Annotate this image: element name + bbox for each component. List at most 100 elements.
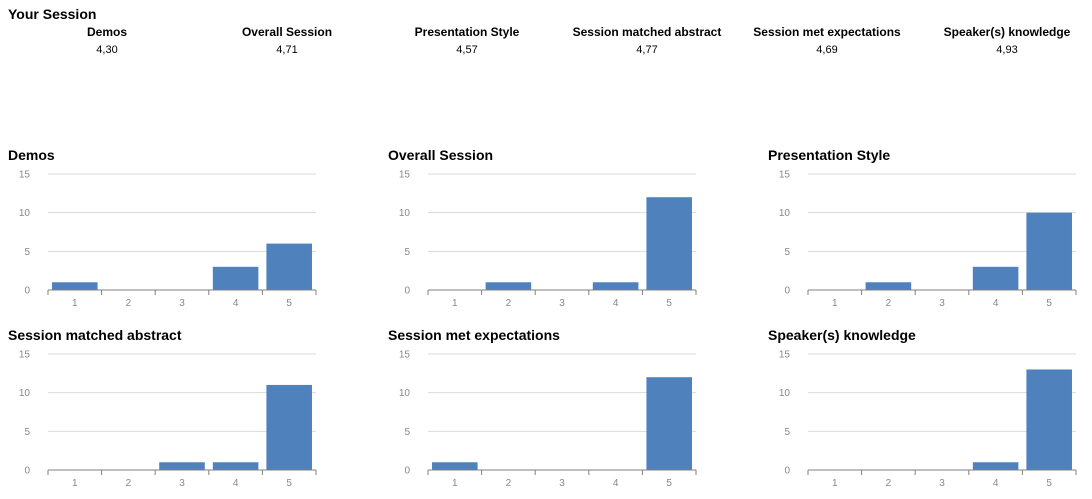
- y-tick-label: 0: [404, 466, 410, 477]
- chart-title: Overall Session: [388, 147, 494, 163]
- x-tick-label: 1: [72, 478, 78, 489]
- x-tick-label: 5: [286, 478, 292, 489]
- x-tick-label: 1: [832, 298, 838, 309]
- metric-name: Speaker(s) knowledge: [943, 25, 1071, 39]
- x-tick-label: 2: [886, 478, 892, 489]
- metric-speakers-knowledge: Speaker(s) knowledge 4,93: [944, 24, 1071, 58]
- bar-5: [646, 197, 692, 290]
- y-tick-label: 10: [19, 388, 31, 399]
- y-tick-label: 15: [19, 170, 31, 181]
- chart-session-met-expectations-svg: 0 5 10 15 1 2 3 4 5: [399, 350, 697, 489]
- x-tick-label: 1: [72, 298, 78, 309]
- metric-value: 4,30: [96, 44, 118, 56]
- y-tick-label: 0: [784, 466, 790, 477]
- metric-overall-session: Overall Session 4,71: [242, 24, 332, 58]
- x-tick-label: 4: [613, 298, 619, 309]
- bar-1: [432, 462, 478, 470]
- metric-value: 4,71: [276, 44, 298, 56]
- y-tick-label: 10: [779, 388, 791, 399]
- chart-title: Session matched abstract: [8, 327, 182, 343]
- y-tick-label: 10: [399, 388, 411, 399]
- chart-presentation-style: Presentation Style 0 5 10 15 1 2 3 4 5: [768, 147, 1084, 319]
- chart-presentation-style-svg: 0 5 10 15 1 2 3 4 5: [779, 170, 1077, 309]
- x-tick-label: 5: [286, 298, 292, 309]
- x-tick-label: 4: [993, 478, 999, 489]
- x-tick-label: 5: [666, 478, 672, 489]
- bar-5: [1026, 369, 1072, 470]
- chart-demos-svg: 0 5 10 15 1 2 3 4 5: [19, 170, 317, 309]
- chart-title: Session met expectations: [388, 327, 560, 343]
- x-tick-label: 5: [666, 298, 672, 309]
- chart-overall-session: Overall Session 0 5 10 15 1 2 3 4 5: [388, 147, 704, 319]
- x-tick-label: 3: [559, 478, 565, 489]
- x-tick-label: 3: [939, 478, 945, 489]
- metric-presentation-style: Presentation Style 4,57: [415, 24, 520, 58]
- x-tick-label: 3: [179, 298, 185, 309]
- y-tick-label: 10: [19, 208, 31, 219]
- x-tick-label: 4: [613, 478, 619, 489]
- bar-5: [646, 377, 692, 470]
- y-tick-label: 5: [784, 427, 790, 438]
- x-tick-label: 2: [126, 298, 132, 309]
- summary-title: Your Session: [8, 6, 97, 22]
- chart-demos: Demos 0 5 10 15 1 2 3 4 5: [8, 147, 324, 319]
- x-tick-label: 2: [886, 298, 892, 309]
- y-tick-label: 5: [24, 427, 30, 438]
- bar-4: [592, 282, 639, 290]
- bar-2: [865, 282, 912, 290]
- y-tick-label: 5: [24, 247, 30, 258]
- chart-session-matched-abstract: Session matched abstract 0 5 10 15 1 2 3 4 5: [8, 327, 324, 499]
- bar-2: [485, 282, 532, 290]
- x-tick-label: 3: [179, 478, 185, 489]
- bar-3: [159, 462, 205, 470]
- y-tick-label: 5: [784, 247, 790, 258]
- x-tick-label: 4: [233, 298, 239, 309]
- x-tick-label: 2: [506, 298, 512, 309]
- metric-value: 4,93: [996, 44, 1018, 56]
- bar-5: [1026, 212, 1072, 290]
- x-tick-label: 1: [452, 478, 458, 489]
- x-tick-label: 1: [452, 298, 458, 309]
- chart-title: Presentation Style: [768, 147, 891, 163]
- metric-value: 4,57: [456, 44, 478, 56]
- metric-name: Overall Session: [241, 25, 333, 39]
- y-tick-label: 0: [404, 286, 410, 297]
- metric-session-matched-abstract: Session matched abstract 4,77: [573, 24, 722, 58]
- bar-4: [972, 266, 1019, 290]
- y-tick-label: 15: [779, 350, 791, 361]
- bar-5: [266, 243, 312, 290]
- bar-4: [212, 462, 259, 470]
- y-tick-label: 0: [24, 466, 30, 477]
- y-tick-label: 15: [19, 350, 31, 361]
- x-tick-label: 4: [233, 478, 239, 489]
- chart-session-met-expectations: Session met expectations 0 5 10 15 1 2 3 4 5: [388, 327, 704, 499]
- y-tick-label: 15: [779, 170, 791, 181]
- y-tick-label: 10: [779, 208, 791, 219]
- bar-1: [52, 282, 98, 290]
- bar-4: [972, 462, 1019, 470]
- bar-5: [266, 384, 312, 470]
- metric-value: 4,77: [636, 44, 658, 56]
- chart-title: Demos: [8, 147, 55, 163]
- metric-session-met-expectations: Session met expectations 4,69: [753, 24, 900, 58]
- x-tick-label: 5: [1046, 298, 1052, 309]
- y-tick-label: 0: [24, 286, 30, 297]
- x-tick-label: 1: [832, 478, 838, 489]
- metric-demos: Demos 4,30: [87, 24, 127, 58]
- y-tick-label: 5: [404, 427, 410, 438]
- x-tick-label: 3: [939, 298, 945, 309]
- chart-title: Speaker(s) knowledge: [768, 327, 916, 343]
- y-tick-label: 5: [404, 247, 410, 258]
- x-tick-label: 2: [506, 478, 512, 489]
- y-tick-label: 0: [784, 286, 790, 297]
- chart-speakers-knowledge-svg: 0 5 10 15 1 2 3 4 5: [779, 350, 1077, 489]
- metric-name: Session matched abstract: [572, 25, 722, 39]
- y-tick-label: 15: [399, 350, 411, 361]
- metric-name: Session met expectations: [753, 25, 901, 39]
- y-tick-label: 15: [399, 170, 411, 181]
- x-tick-label: 5: [1046, 478, 1052, 489]
- metric-name: Presentation Style: [414, 25, 520, 39]
- metric-name: Demos: [86, 25, 128, 39]
- y-tick-label: 10: [399, 208, 411, 219]
- x-tick-label: 3: [559, 298, 565, 309]
